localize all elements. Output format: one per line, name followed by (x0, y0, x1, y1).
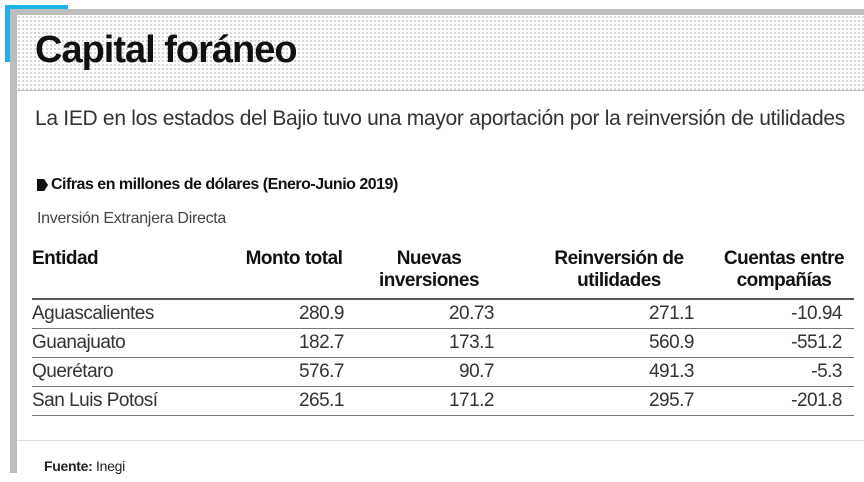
units-text: Cifras en millones de dólares (Enero-Jun… (51, 176, 398, 193)
cell-value: -10.94 (791, 303, 842, 324)
units-note: Cifras en millones de dólares (Enero-Jun… (37, 176, 398, 194)
cell-value: -5.3 (811, 361, 842, 382)
page-title: Capital foráneo (35, 29, 298, 71)
header-entidad: Entidad (32, 248, 99, 269)
cell-value: 173.1 (448, 332, 495, 353)
table-label: Inversión Extranjera Directa (37, 210, 227, 227)
frame-top-bar (10, 9, 864, 15)
cell-value: 171.2 (448, 390, 495, 411)
title-background (17, 15, 864, 91)
cell-value: 182.7 (298, 332, 345, 353)
cell-value: 265.1 (298, 390, 345, 411)
cell-value: 271.1 (648, 303, 695, 324)
source-note: Fuente: Inegi (44, 458, 125, 474)
cell-value: 560.9 (648, 332, 695, 353)
source-label: Fuente: (44, 458, 93, 474)
divider (17, 440, 864, 441)
header-monto-total: Monto total (245, 248, 343, 269)
table-row: Aguascalientes 280.9 20.73 271.1 -10.94 (32, 299, 854, 329)
cell-entidad: Querétaro (32, 361, 114, 382)
header-cuentas: Cuentas entre compañías (723, 248, 845, 291)
tag-icon (37, 179, 48, 191)
table-row: Guanajuato 182.7 173.1 560.9 -551.2 (32, 329, 854, 358)
data-table: Entidad Monto total Nuevas inversiones R… (32, 246, 854, 416)
cell-value: 280.9 (298, 303, 345, 324)
cell-value: -551.2 (791, 332, 842, 353)
table-row: San Luis Potosí 265.1 171.2 295.7 -201.8 (32, 387, 854, 416)
cell-value: 576.7 (298, 361, 345, 382)
cell-value: 20.73 (448, 303, 495, 324)
table-header-row: Entidad Monto total Nuevas inversiones R… (32, 246, 854, 299)
source-value: Inegi (96, 458, 125, 474)
cell-value: -201.8 (791, 390, 842, 411)
cell-value: 90.7 (459, 361, 494, 382)
subtitle: La IED en los estados del Bajio tuvo una… (35, 107, 845, 130)
cell-entidad: Aguascalientes (32, 303, 154, 324)
cell-value: 295.7 (648, 390, 695, 411)
frame-left-bar (10, 9, 17, 473)
cell-entidad: Guanajuato (32, 332, 126, 353)
table-row: Querétaro 576.7 90.7 491.3 -5.3 (32, 358, 854, 387)
cell-entidad: San Luis Potosí (32, 390, 158, 411)
header-nuevas-inversiones: Nuevas inversiones (378, 248, 480, 291)
header-reinversion: Reinversión de utilidades (554, 248, 684, 291)
cell-value: 491.3 (648, 361, 695, 382)
